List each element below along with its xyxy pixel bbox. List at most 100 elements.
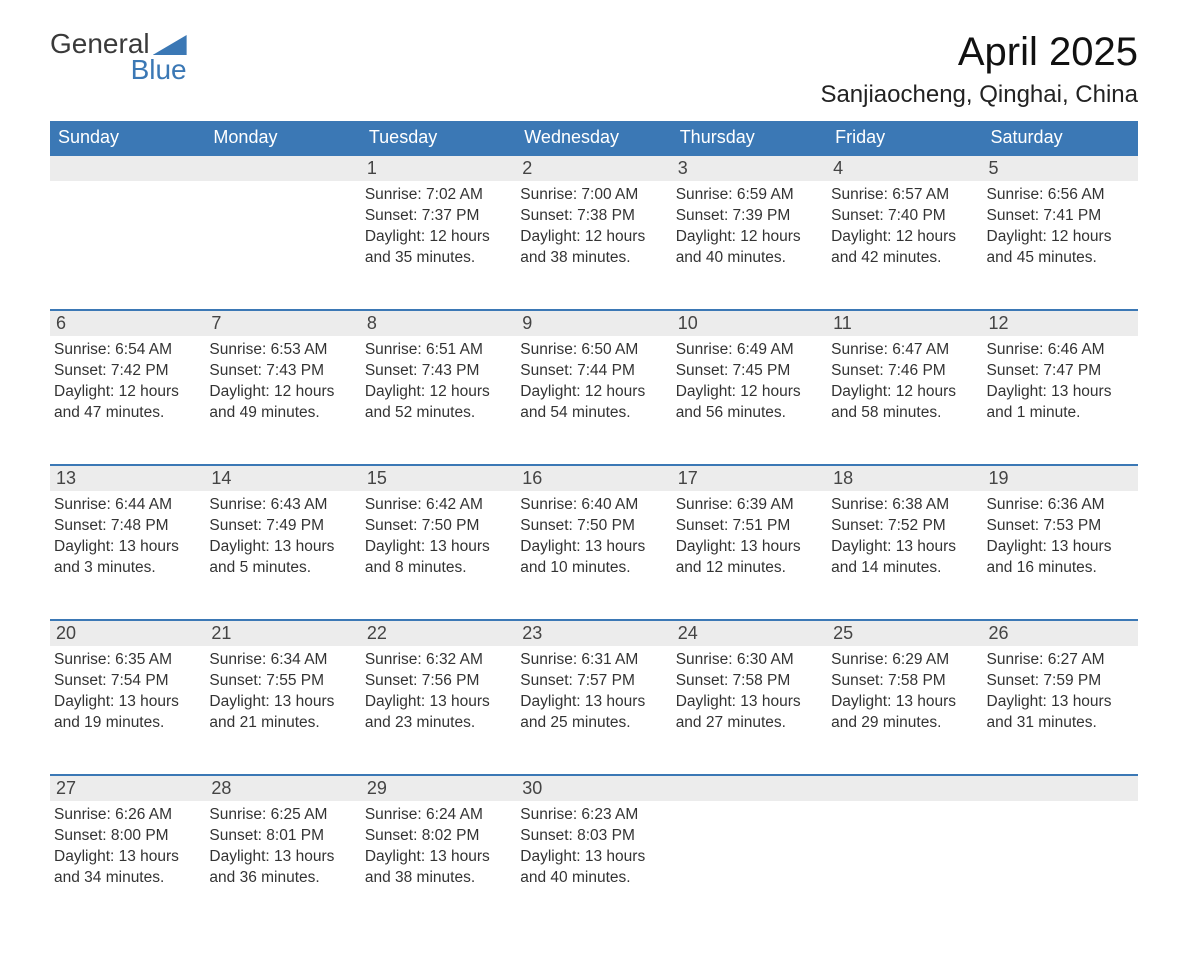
day-number: 2	[516, 154, 671, 181]
day-number: 18	[827, 464, 982, 491]
sunrise-text: Sunrise: 6:50 AM	[520, 340, 665, 361]
sunrise-text: Sunrise: 6:42 AM	[365, 495, 510, 516]
day-number-row: 20212223242526	[50, 619, 1138, 646]
day-number: 15	[361, 464, 516, 491]
sunset-text: Sunset: 7:46 PM	[831, 361, 976, 382]
sunrise-text: Sunrise: 6:23 AM	[520, 805, 665, 826]
sunset-text: Sunset: 7:57 PM	[520, 671, 665, 692]
day-number: 9	[516, 309, 671, 336]
day-number: 20	[50, 619, 205, 646]
sunset-text: Sunset: 7:41 PM	[987, 206, 1132, 227]
sunrise-text: Sunrise: 7:02 AM	[365, 185, 510, 206]
sunset-text: Sunset: 7:40 PM	[831, 206, 976, 227]
sunrise-text: Sunrise: 6:46 AM	[987, 340, 1132, 361]
sunset-text: Sunset: 7:50 PM	[365, 516, 510, 537]
header: General Blue April 2025 Sanjiaocheng, Qi…	[50, 30, 1138, 109]
day2-text: and 56 minutes.	[676, 403, 821, 424]
sunrise-text: Sunrise: 6:53 AM	[209, 340, 354, 361]
day2-text: and 52 minutes.	[365, 403, 510, 424]
day-number: 14	[205, 464, 360, 491]
day-body: Sunrise: 6:50 AMSunset: 7:44 PMDaylight:…	[516, 336, 671, 442]
day1-text: Daylight: 13 hours	[520, 692, 665, 713]
sunset-text: Sunset: 7:58 PM	[831, 671, 976, 692]
day-body: Sunrise: 6:26 AMSunset: 8:00 PMDaylight:…	[50, 801, 205, 907]
day1-text: Daylight: 12 hours	[520, 382, 665, 403]
day-number: 21	[205, 619, 360, 646]
sunset-text: Sunset: 7:52 PM	[831, 516, 976, 537]
day-number: 13	[50, 464, 205, 491]
day2-text: and 25 minutes.	[520, 713, 665, 734]
sunrise-text: Sunrise: 6:24 AM	[365, 805, 510, 826]
day-number-row: 27282930	[50, 774, 1138, 801]
weekday-header: Saturday	[983, 121, 1138, 154]
day2-text: and 42 minutes.	[831, 248, 976, 269]
day2-text: and 1 minute.	[987, 403, 1132, 424]
sunset-text: Sunset: 7:48 PM	[54, 516, 199, 537]
sunset-text: Sunset: 7:43 PM	[209, 361, 354, 382]
sunset-text: Sunset: 7:42 PM	[54, 361, 199, 382]
day-body: Sunrise: 6:54 AMSunset: 7:42 PMDaylight:…	[50, 336, 205, 442]
day1-text: Daylight: 12 hours	[209, 382, 354, 403]
day2-text: and 3 minutes.	[54, 558, 199, 579]
day-number: 8	[361, 309, 516, 336]
day-body: Sunrise: 6:32 AMSunset: 7:56 PMDaylight:…	[361, 646, 516, 752]
sunrise-text: Sunrise: 6:40 AM	[520, 495, 665, 516]
day1-text: Daylight: 13 hours	[209, 847, 354, 868]
sunset-text: Sunset: 8:00 PM	[54, 826, 199, 847]
day-number: 16	[516, 464, 671, 491]
day1-text: Daylight: 12 hours	[676, 382, 821, 403]
day-body: Sunrise: 6:47 AMSunset: 7:46 PMDaylight:…	[827, 336, 982, 442]
day2-text: and 16 minutes.	[987, 558, 1132, 579]
day2-text: and 34 minutes.	[54, 868, 199, 889]
day-number	[50, 154, 205, 181]
sunrise-text: Sunrise: 6:34 AM	[209, 650, 354, 671]
day1-text: Daylight: 13 hours	[54, 537, 199, 558]
day1-text: Daylight: 13 hours	[987, 537, 1132, 558]
day2-text: and 38 minutes.	[520, 248, 665, 269]
day-number: 4	[827, 154, 982, 181]
sunrise-text: Sunrise: 6:57 AM	[831, 185, 976, 206]
day-number: 17	[672, 464, 827, 491]
sunset-text: Sunset: 7:39 PM	[676, 206, 821, 227]
sunset-text: Sunset: 7:51 PM	[676, 516, 821, 537]
day2-text: and 58 minutes.	[831, 403, 976, 424]
day-body: Sunrise: 6:51 AMSunset: 7:43 PMDaylight:…	[361, 336, 516, 442]
logo: General Blue	[50, 30, 187, 84]
day-number-row: 13141516171819	[50, 464, 1138, 491]
sunset-text: Sunset: 7:56 PM	[365, 671, 510, 692]
day-body: Sunrise: 6:49 AMSunset: 7:45 PMDaylight:…	[672, 336, 827, 442]
sunset-text: Sunset: 7:47 PM	[987, 361, 1132, 382]
day1-text: Daylight: 12 hours	[365, 382, 510, 403]
day1-text: Daylight: 12 hours	[54, 382, 199, 403]
day2-text: and 23 minutes.	[365, 713, 510, 734]
sunset-text: Sunset: 7:50 PM	[520, 516, 665, 537]
sunrise-text: Sunrise: 6:29 AM	[831, 650, 976, 671]
day-number: 24	[672, 619, 827, 646]
day1-text: Daylight: 13 hours	[676, 537, 821, 558]
day1-text: Daylight: 12 hours	[520, 227, 665, 248]
sunrise-text: Sunrise: 7:00 AM	[520, 185, 665, 206]
day-number	[983, 774, 1138, 801]
day-body: Sunrise: 6:29 AMSunset: 7:58 PMDaylight:…	[827, 646, 982, 752]
day-body: Sunrise: 7:02 AMSunset: 7:37 PMDaylight:…	[361, 181, 516, 287]
sunrise-text: Sunrise: 6:59 AM	[676, 185, 821, 206]
sunrise-text: Sunrise: 6:35 AM	[54, 650, 199, 671]
day2-text: and 49 minutes.	[209, 403, 354, 424]
weekday-header: Friday	[827, 121, 982, 154]
calendar-table: Sunday Monday Tuesday Wednesday Thursday…	[50, 121, 1138, 929]
sunset-text: Sunset: 7:38 PM	[520, 206, 665, 227]
logo-text-2: Blue	[131, 56, 187, 84]
weekday-header-row: Sunday Monday Tuesday Wednesday Thursday…	[50, 121, 1138, 154]
day1-text: Daylight: 13 hours	[54, 692, 199, 713]
day-number: 3	[672, 154, 827, 181]
sunset-text: Sunset: 8:01 PM	[209, 826, 354, 847]
day-body: Sunrise: 6:43 AMSunset: 7:49 PMDaylight:…	[205, 491, 360, 597]
day-body: Sunrise: 6:35 AMSunset: 7:54 PMDaylight:…	[50, 646, 205, 752]
day1-text: Daylight: 12 hours	[987, 227, 1132, 248]
sunset-text: Sunset: 7:58 PM	[676, 671, 821, 692]
day1-text: Daylight: 12 hours	[831, 382, 976, 403]
sunset-text: Sunset: 7:55 PM	[209, 671, 354, 692]
day1-text: Daylight: 13 hours	[987, 692, 1132, 713]
day1-text: Daylight: 12 hours	[831, 227, 976, 248]
day-body: Sunrise: 6:46 AMSunset: 7:47 PMDaylight:…	[983, 336, 1138, 442]
